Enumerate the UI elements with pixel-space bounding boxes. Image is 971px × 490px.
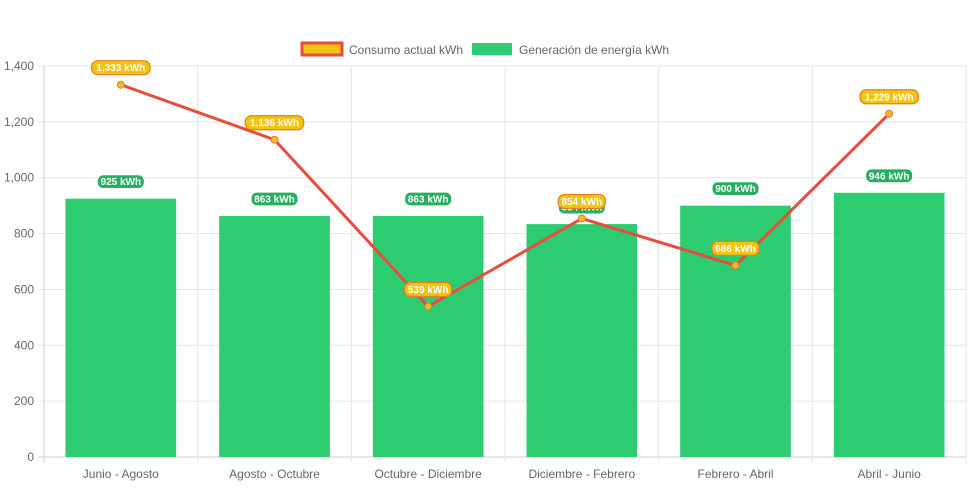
line-path (120, 83, 891, 308)
line-data-label: 1,229 kWh (859, 89, 919, 105)
line-data-label: 539 kWh (403, 281, 453, 298)
bar-data-label-bg (96, 174, 146, 190)
line-point (577, 214, 586, 223)
line-point (885, 109, 894, 118)
line-data-label-bg (91, 60, 151, 76)
legend-swatch-consumo (300, 41, 344, 57)
grid (38, 65, 967, 463)
bar-data-label-text: 863 kWh (408, 194, 449, 205)
y-tick-label: 600 (14, 282, 34, 296)
bar-series (65, 192, 945, 458)
line-data-label-text: 854 kWh (562, 197, 603, 208)
bar-data-label: 900 kWh (711, 181, 760, 197)
legend[interactable]: Consumo actual kWh Generación de energía… (300, 41, 669, 57)
x-tick-label: Diciembre - Febrero (528, 467, 635, 481)
x-tick-label: Abril - Junio (857, 467, 921, 481)
bar-data-label: 863 kWh (403, 191, 453, 207)
line-point (270, 135, 279, 144)
line-series (116, 80, 894, 311)
bar-data-label-text: 946 kWh (869, 171, 910, 182)
bar-data-label-bg (403, 191, 453, 207)
x-tick-label: Febrero - Abril (697, 467, 773, 481)
y-tick-label: 1,000 (4, 171, 34, 185)
line-data-label-text: 686 kWh (715, 244, 756, 255)
line-point (116, 80, 125, 89)
line-data-label-text: 1,229 kWh (865, 92, 914, 103)
bar-data-label-text: 863 kWh (254, 194, 295, 205)
y-tick-label: 200 (14, 394, 34, 408)
bar-data-label-bg (711, 181, 760, 197)
line-data-label-text: 539 kWh (408, 285, 449, 296)
line-data-labels: 1,333 kWh 1,136 kWh 539 kWh 854 kWh 686 kWh 1… (91, 60, 919, 298)
line-data-label-bg (557, 193, 607, 210)
line-data-label-text: 1,136 kWh (250, 118, 299, 129)
line-point (424, 302, 433, 311)
line-data-label-bg (859, 89, 919, 105)
y-tick-label: 400 (14, 338, 34, 352)
y-axis-ticks: 0 200 400 600 800 1,000 1,200 1,400 (4, 59, 34, 464)
x-tick-label: Junio - Agosto (83, 467, 159, 481)
bar-data-label-text: 900 kWh (715, 184, 756, 195)
bar-data-label-text: 925 kWh (101, 177, 142, 188)
legend-label-generacion: Generación de energía kWh (519, 43, 669, 57)
line-point (731, 261, 740, 270)
line-data-label-bg (403, 281, 453, 298)
line-data-label-text: 1,333 kWh (96, 63, 145, 74)
legend-label-consumo: Consumo actual kWh (349, 43, 463, 57)
line-data-label-bg (711, 240, 760, 257)
bar-data-label-bg (250, 191, 299, 207)
bar (65, 198, 177, 458)
bar-data-label-bg (864, 168, 914, 184)
legend-swatch-generacion (472, 43, 512, 55)
y-tick-label: 800 (14, 227, 34, 241)
x-tick-label: Octubre - Diciembre (374, 467, 482, 481)
y-tick-label: 0 (27, 450, 34, 464)
y-tick-label: 1,200 (4, 115, 34, 129)
bar (219, 215, 330, 457)
bar-data-label: 863 kWh (250, 191, 299, 207)
bar (526, 224, 638, 457)
bar-data-label: 946 kWh (864, 168, 914, 184)
line-data-label: 1,136 kWh (244, 115, 305, 131)
line-data-label: 686 kWh (711, 240, 760, 257)
line-data-label-bg (244, 115, 305, 131)
bar (833, 192, 945, 457)
y-tick-label: 1,400 (4, 59, 34, 73)
bar (372, 215, 484, 457)
x-axis-ticks: Junio - Agosto Agosto - Octubre Octubre - … (83, 467, 921, 481)
x-tick-label: Agosto - Octubre (229, 467, 320, 481)
line-data-label: 854 kWh (557, 193, 607, 210)
line-data-label: 1,333 kWh (91, 60, 151, 76)
bar-data-label: 925 kWh (96, 174, 146, 190)
